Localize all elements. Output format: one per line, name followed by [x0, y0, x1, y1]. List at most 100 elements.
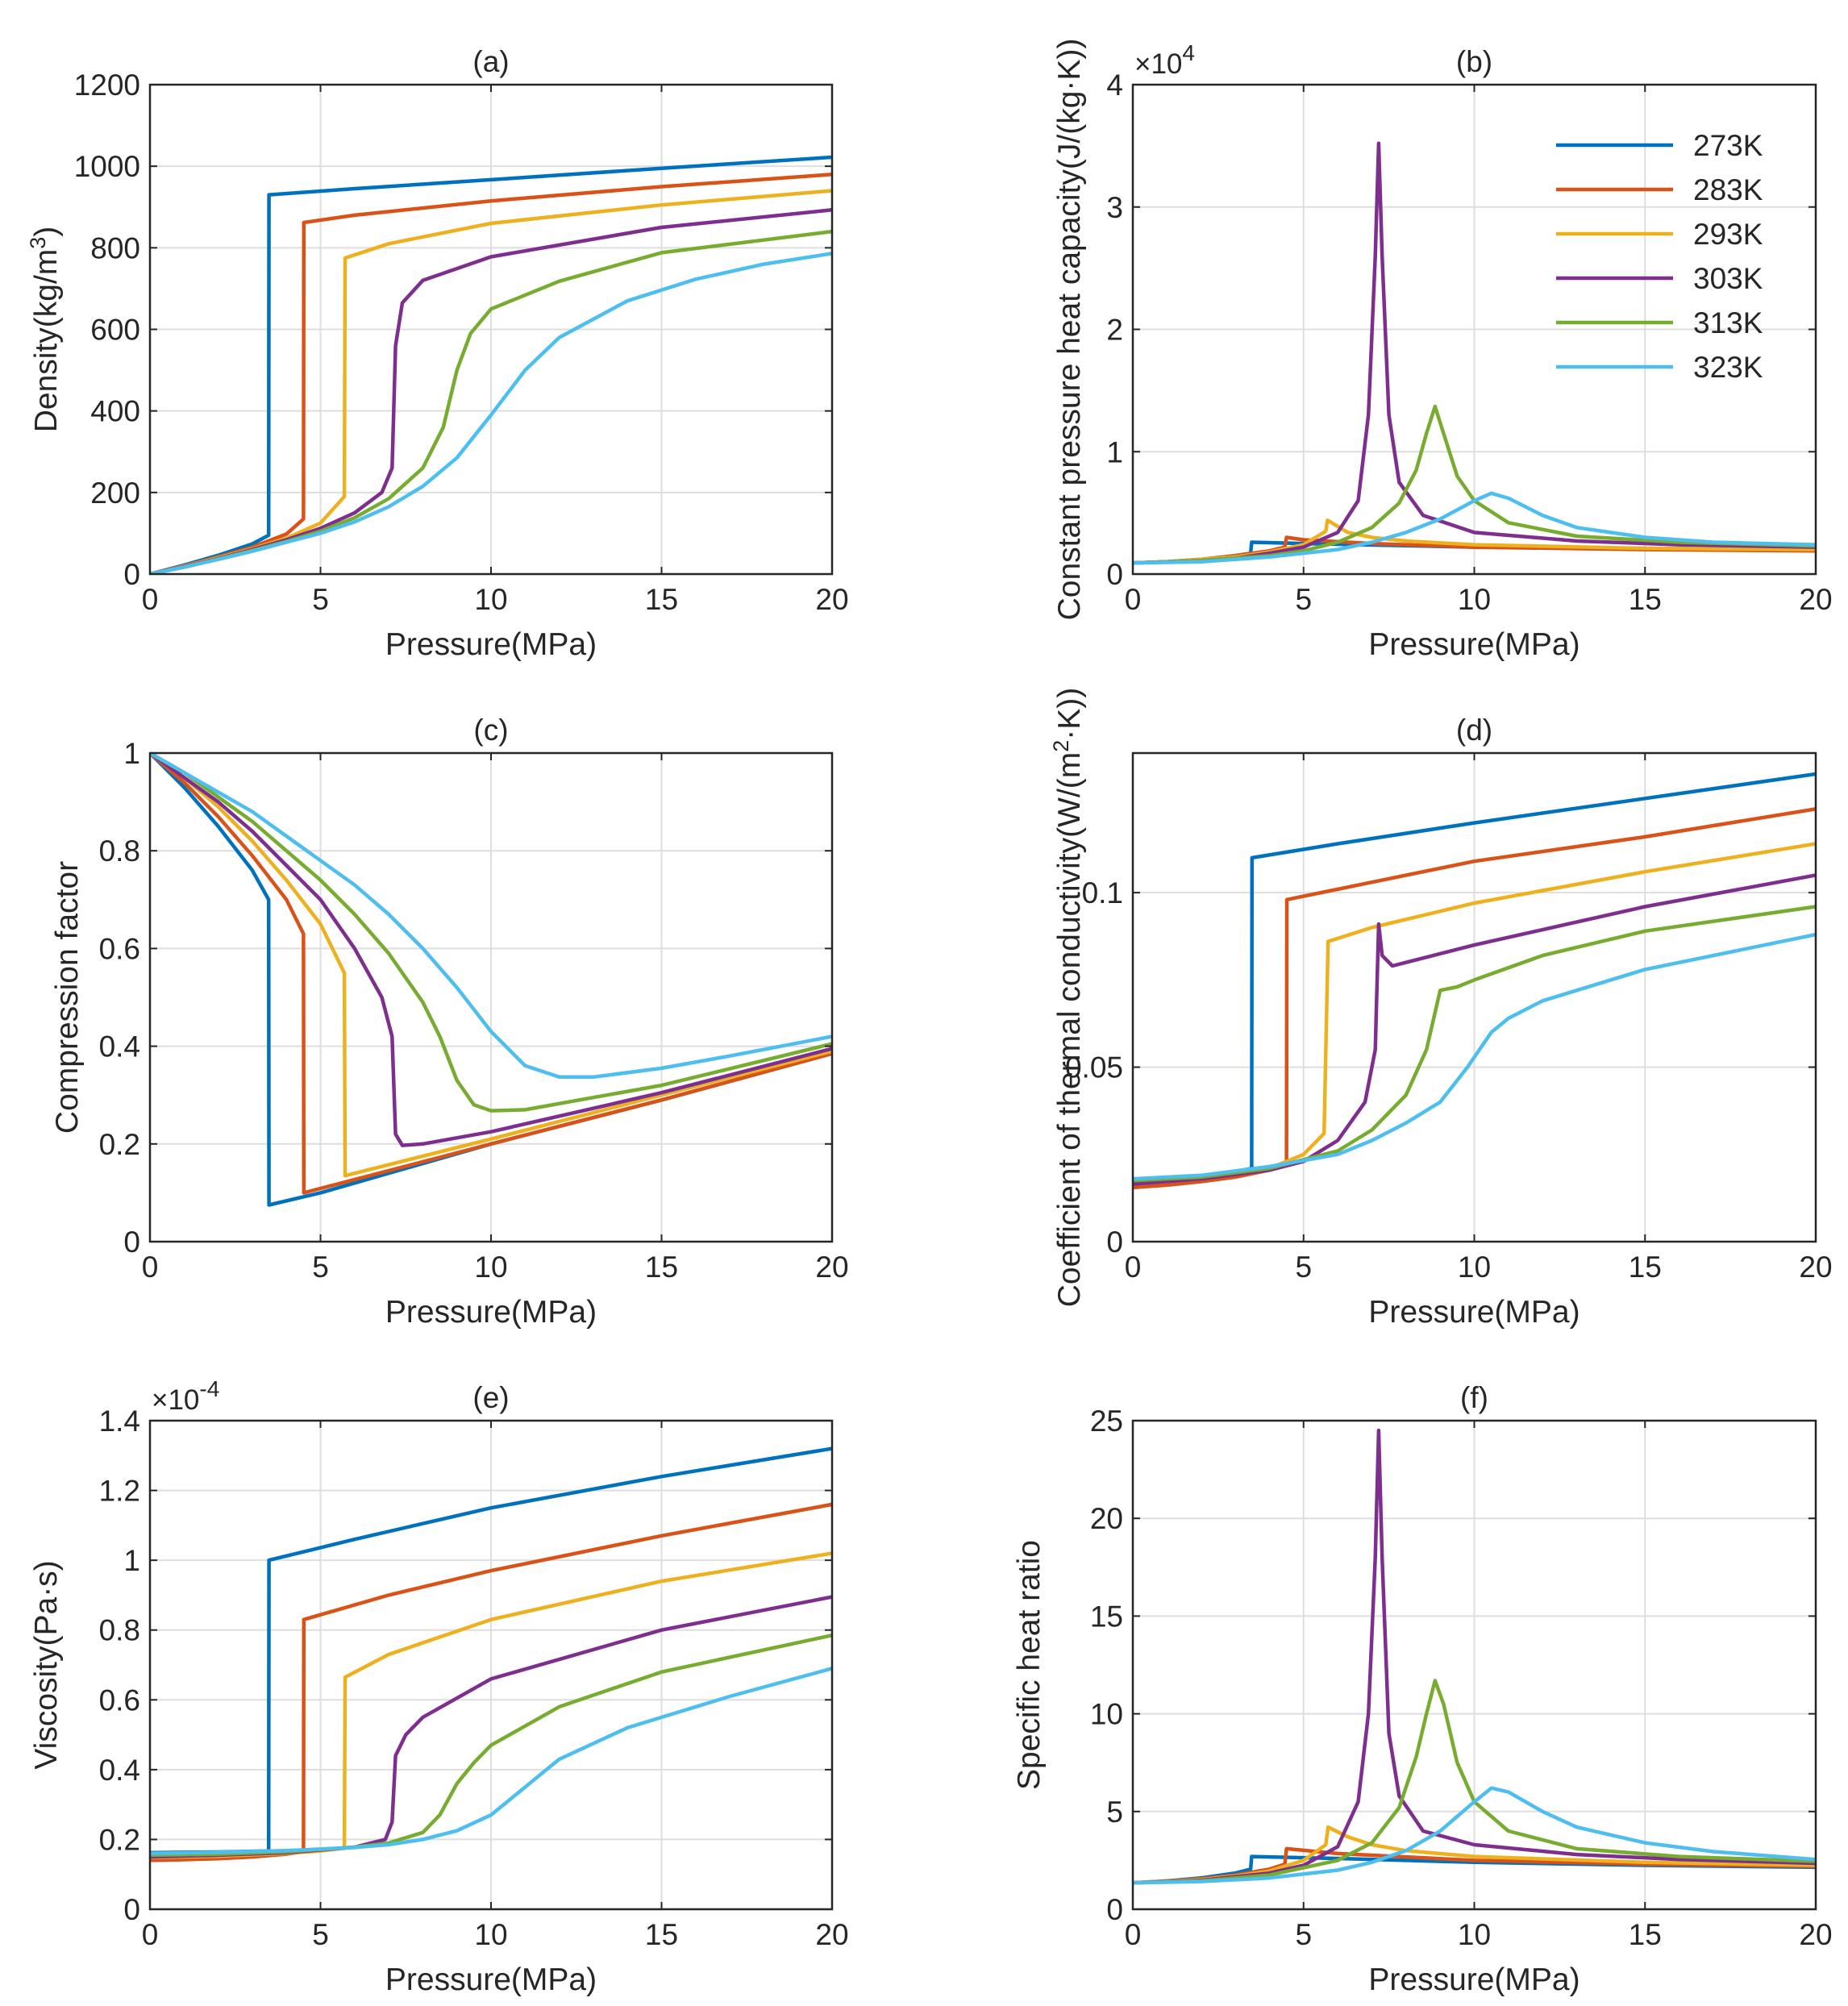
panel-e: 0 5 10 15 20 0 0.2 0.4 0.6 0.8 1 1.2 1.4 (e) Pressure(… [29, 1376, 849, 1997]
x-axis-label: Pressure(MPa) [385, 1962, 597, 1997]
x-tick-label: 20 [1799, 583, 1832, 616]
panel-title: (d) [1456, 714, 1492, 747]
y-tick-label: 0 [123, 1226, 140, 1259]
y-tick-label: 0.4 [99, 1030, 140, 1063]
y-tick-label: 1000 [74, 150, 140, 183]
legend-label-303K: 303K [1693, 262, 1763, 295]
panel-c: 0 5 10 15 20 0 0.2 0.4 0.6 0.8 1 (c) Pressure(MPa) Co… [50, 714, 849, 1330]
y-axis-label: Viscosity(Pa·s) [29, 1560, 64, 1769]
series-group [1133, 141, 1816, 565]
x-tick-label: 5 [312, 1251, 329, 1284]
y-tick-label: 0 [123, 558, 140, 591]
y-tick-label: 800 [90, 231, 140, 264]
x-tick-label: 5 [312, 583, 329, 616]
x-tick-label: 20 [815, 1251, 848, 1284]
y-tick-label: 0.05 [1065, 1051, 1123, 1084]
x-axis-label: Pressure(MPa) [385, 627, 597, 662]
y-tick-label: 400 [90, 395, 140, 428]
x-tick-label: 10 [474, 1918, 507, 1951]
legend-label-293K: 293K [1693, 218, 1763, 251]
x-tick-label: 15 [1629, 1251, 1662, 1284]
y-tick-label: 0.2 [99, 1823, 140, 1856]
x-tick-label: 5 [1295, 1918, 1312, 1951]
y-multiplier-label: ×104 [1134, 40, 1195, 80]
legend: 273K 283K 293K 303K 313K 323K [1556, 129, 1763, 384]
series-line-323K [150, 753, 832, 1080]
series-group [150, 753, 832, 1207]
panel-f: 0 5 10 15 20 0 5 10 15 20 25 (f) Pressure(MPa) Specif… [1012, 1381, 1833, 1997]
y-tick-label: 1 [123, 1544, 140, 1577]
y-tick-label: 2 [1106, 314, 1123, 347]
panel-b: 0 5 10 15 20 0 1 2 3 4 (b) Pressure(MPa) Constant pr… [1052, 39, 1833, 662]
y-tick-label: 10 [1090, 1698, 1123, 1731]
y-tick-label: 0 [1106, 1226, 1123, 1259]
panel-a: 0 5 10 15 20020040060080010001200(a)Pressure… [26, 45, 849, 662]
series-group [150, 1446, 832, 1862]
y-axis-label: Compression factor [50, 861, 85, 1134]
x-tick-label: 10 [474, 1251, 507, 1284]
y-axis-label: Specific heat ratio [1012, 1540, 1047, 1790]
legend-label-323K: 323K [1693, 351, 1763, 384]
y-tick-label: 15 [1090, 1600, 1123, 1633]
series-line-313K [1133, 1679, 1816, 1885]
x-tick-label: 20 [1799, 1251, 1832, 1284]
panel-title: (a) [472, 45, 509, 78]
series-line-293K [150, 753, 832, 1178]
y-tick-label: 0 [1106, 558, 1123, 591]
x-tick-label: 0 [1125, 583, 1142, 616]
x-tick-label: 15 [645, 1918, 678, 1951]
x-tick-label: 0 [1125, 1918, 1142, 1951]
x-tick-label: 15 [1629, 1918, 1662, 1951]
y-tick-label: 1.2 [99, 1475, 140, 1508]
x-axis-label: Pressure(MPa) [1368, 627, 1580, 662]
series-line-323K [1133, 1786, 1816, 1885]
series-group [1133, 1428, 1816, 1885]
x-tick-label: 5 [1295, 583, 1312, 616]
series-group [150, 155, 832, 574]
x-tick-label: 20 [1799, 1918, 1832, 1951]
y-tick-label: 20 [1090, 1502, 1123, 1535]
x-tick-label: 10 [1458, 1251, 1491, 1284]
y-tick-label: 0 [123, 1893, 140, 1926]
y-tick-label: 0.1 [1082, 876, 1123, 909]
x-tick-label: 0 [1125, 1251, 1142, 1284]
x-tick-label: 10 [1458, 1918, 1491, 1951]
series-line-313K [150, 753, 832, 1113]
x-tick-label: 20 [815, 583, 848, 616]
x-tick-label: 15 [645, 583, 678, 616]
x-tick-label: 15 [645, 1251, 678, 1284]
y-tick-label: 0.8 [99, 1614, 140, 1647]
panel-title: (c) [473, 714, 508, 747]
y-tick-label: 0.6 [99, 932, 140, 965]
series-line-303K [1133, 1428, 1816, 1885]
x-tick-label: 10 [474, 583, 507, 616]
x-tick-label: 5 [1295, 1251, 1312, 1284]
legend-label-283K: 283K [1693, 173, 1763, 206]
legend-label-313K: 313K [1693, 306, 1763, 339]
y-tick-label: 0.6 [99, 1683, 140, 1717]
x-tick-label: 20 [815, 1918, 848, 1951]
x-axis-label: Pressure(MPa) [1368, 1295, 1580, 1330]
panel-title: (f) [1460, 1381, 1488, 1414]
y-tick-label: 0.2 [99, 1128, 140, 1161]
y-tick-label: 1200 [74, 69, 140, 102]
y-tick-label: 0.4 [99, 1754, 140, 1787]
y-tick-label: 0 [1106, 1893, 1123, 1926]
y-tick-label: 3 [1106, 191, 1123, 224]
series-line-323K [1133, 491, 1816, 565]
x-tick-label: 5 [312, 1918, 329, 1951]
y-tick-label: 200 [90, 477, 140, 510]
y-axis-label: Constant pressure heat capacity(J/(kg·K)… [1052, 39, 1087, 621]
legend-label-273K: 273K [1693, 129, 1763, 162]
x-axis-label: Pressure(MPa) [1368, 1962, 1580, 1997]
x-tick-label: 15 [1629, 583, 1662, 616]
x-tick-label: 0 [142, 1251, 159, 1284]
y-tick-label: 5 [1106, 1796, 1123, 1829]
y-tick-label: 1 [1106, 435, 1123, 468]
series-line-313K [1133, 404, 1816, 565]
x-tick-label: 0 [142, 583, 159, 616]
panel-d: 0 5 10 15 20 0 0.05 0.1 (d) Pressure(MPa) Coeffici… [1049, 688, 1833, 1330]
y-axis-label: Coefficient of thermal conductivity(W/(m… [1049, 688, 1087, 1308]
series-line-323K [150, 252, 832, 574]
